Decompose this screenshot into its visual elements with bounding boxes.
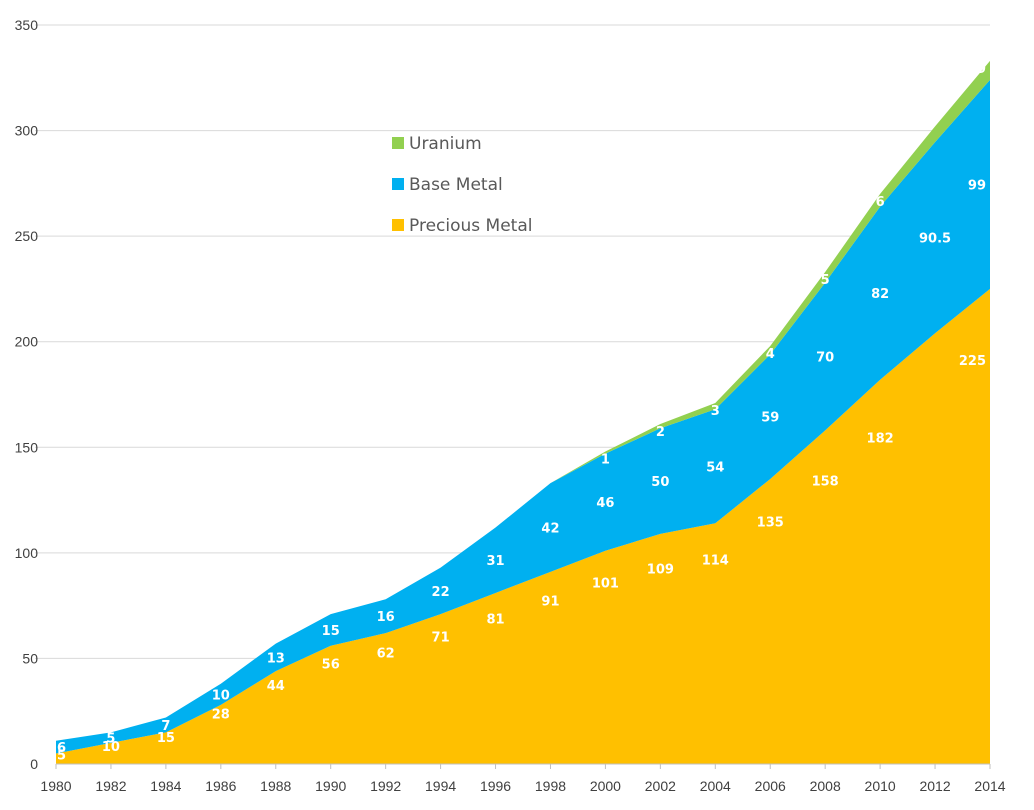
data-label-base-metal: 5 bbox=[106, 732, 115, 747]
area-precious-metal bbox=[56, 288, 990, 764]
legend-swatch-base-metal bbox=[392, 178, 404, 190]
x-tick-label: 2008 bbox=[810, 778, 841, 794]
data-label-uranium: 2 bbox=[656, 425, 665, 440]
data-label-base-metal: 42 bbox=[541, 522, 559, 537]
data-labels: 5101528445662718191101109114135158182225… bbox=[57, 62, 986, 764]
data-label-base-metal: 82 bbox=[871, 287, 889, 302]
data-label-precious-metal: 158 bbox=[812, 474, 839, 489]
data-label-base-metal: 90.5 bbox=[919, 232, 951, 247]
x-tick-label: 1998 bbox=[535, 778, 566, 794]
y-tick-label: 50 bbox=[22, 650, 38, 666]
data-label-precious-metal: 114 bbox=[702, 553, 729, 568]
x-axis: 1980 1982 1984 1986 1988 1990 1992 1994 1996 1998… bbox=[40, 763, 1006, 794]
legend-swatch-precious-metal bbox=[392, 219, 404, 231]
x-tick-label: 1982 bbox=[95, 778, 126, 794]
y-tick-label: 0 bbox=[30, 756, 38, 772]
x-tick-label: 1994 bbox=[425, 778, 456, 794]
data-label-base-metal: 22 bbox=[432, 585, 450, 600]
data-label-base-metal: 13 bbox=[267, 651, 285, 666]
x-tick-label: 1988 bbox=[260, 778, 291, 794]
data-label-precious-metal: 71 bbox=[432, 631, 450, 646]
data-label-precious-metal: 62 bbox=[377, 647, 395, 662]
gridlines bbox=[35, 24, 990, 659]
x-tick-label: 1992 bbox=[370, 778, 401, 794]
data-label-uranium: 5 bbox=[821, 273, 830, 288]
data-label-uranium: 4 bbox=[766, 347, 775, 362]
data-label-base-metal: 54 bbox=[706, 460, 724, 475]
data-label-base-metal: 50 bbox=[651, 475, 669, 490]
data-label-base-metal: 59 bbox=[761, 411, 779, 426]
area-base-metal bbox=[56, 79, 990, 754]
data-label-uranium: 9 bbox=[977, 62, 986, 77]
y-tick-label: 150 bbox=[15, 439, 39, 455]
data-label-precious-metal: 225 bbox=[959, 354, 986, 369]
y-tick-label: 350 bbox=[15, 17, 39, 33]
data-label-precious-metal: 28 bbox=[212, 708, 230, 723]
data-label-base-metal: 15 bbox=[322, 624, 340, 639]
data-label-precious-metal: 135 bbox=[757, 516, 784, 531]
y-tick-label: 100 bbox=[15, 545, 39, 561]
data-label-precious-metal: 182 bbox=[867, 431, 894, 446]
data-label-precious-metal: 44 bbox=[267, 679, 285, 694]
y-tick-label: 300 bbox=[15, 123, 39, 139]
x-tick-label: 2006 bbox=[755, 778, 786, 794]
y-tick-label: 250 bbox=[15, 228, 39, 244]
y-axis: 0 50 100 150 200 250 300 350 bbox=[15, 17, 39, 772]
data-label-base-metal: 31 bbox=[486, 554, 504, 569]
data-label-uranium: 1 bbox=[601, 453, 610, 468]
x-tick-label: 1984 bbox=[150, 778, 181, 794]
data-label-precious-metal: 91 bbox=[541, 595, 559, 610]
legend-swatch-uranium bbox=[392, 137, 404, 149]
series-areas bbox=[56, 60, 990, 764]
x-tick-label: 1980 bbox=[40, 778, 71, 794]
data-label-precious-metal: 15 bbox=[157, 731, 175, 746]
data-label-precious-metal: 101 bbox=[592, 577, 619, 592]
data-label-base-metal: 7 bbox=[161, 719, 170, 734]
data-label-precious-metal: 56 bbox=[322, 657, 340, 672]
data-label-base-metal: 6 bbox=[57, 741, 66, 756]
data-label-uranium: 6 bbox=[876, 195, 885, 210]
legend-label-uranium: Uranium bbox=[409, 134, 482, 154]
x-tick-label: 1990 bbox=[315, 778, 346, 794]
legend-label-precious-metal: Precious Metal bbox=[409, 216, 532, 236]
data-label-base-metal: 99 bbox=[968, 178, 986, 193]
x-tick-label: 2000 bbox=[590, 778, 621, 794]
x-tick-label: 2012 bbox=[919, 778, 950, 794]
data-label-precious-metal: 5 bbox=[57, 748, 66, 763]
x-tick-label: 2002 bbox=[645, 778, 676, 794]
data-label-precious-metal: 81 bbox=[486, 613, 504, 628]
data-label-base-metal: 46 bbox=[596, 496, 614, 511]
data-label-precious-metal: 10 bbox=[102, 740, 120, 755]
x-tick-label: 2014 bbox=[974, 778, 1005, 794]
data-label-precious-metal: 109 bbox=[647, 562, 674, 577]
data-label-base-metal: 70 bbox=[816, 350, 834, 365]
x-tick-label: 2004 bbox=[700, 778, 731, 794]
x-tick-label: 1986 bbox=[205, 778, 236, 794]
data-label-base-metal: 16 bbox=[377, 610, 395, 625]
legend: Uranium Base Metal Precious Metal bbox=[392, 134, 532, 236]
x-tick-label: 2010 bbox=[865, 778, 896, 794]
x-tick-label: 1996 bbox=[480, 778, 511, 794]
data-label-uranium: 3 bbox=[711, 404, 720, 419]
legend-label-base-metal: Base Metal bbox=[409, 175, 503, 195]
y-tick-label: 200 bbox=[15, 334, 39, 350]
data-label-base-metal: 10 bbox=[212, 688, 230, 703]
